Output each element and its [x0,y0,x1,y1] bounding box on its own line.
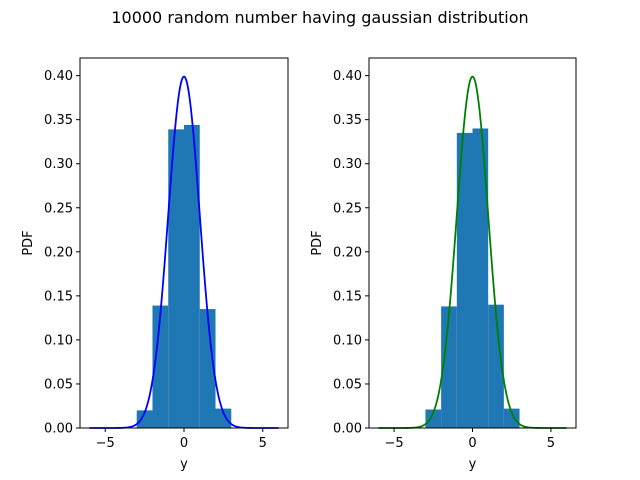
y-tick-label: 0.20 [44,245,73,260]
subplot-1: 0.00 0.05 0.10 0.15 0.20 0.25 0.30 0.35 0.40 −5 0 5… [21,57,289,472]
histogram-bar [152,305,169,428]
y-tick-label: 0.00 [44,422,73,437]
histogram-bar [136,410,153,428]
x-tick-label: 5 [259,436,267,451]
y-tick-label: 0.20 [333,245,362,260]
y-tick-label: 0.15 [44,289,73,304]
y-axis-label: PDF [21,230,36,255]
y-axis-label: PDF [310,230,325,255]
histogram-bar [199,309,216,428]
y-tick-label: 0.15 [333,289,362,304]
histogram-bar [215,408,232,428]
y-tick-label: 0.10 [44,333,73,348]
histogram-bar [168,129,184,428]
y-tick-label: 0.30 [44,157,73,172]
x-tick-label: 5 [547,436,555,451]
y-tick-label: 0.25 [44,201,73,216]
y-tick-label: 0.30 [333,157,362,172]
y-tick-label: 0.40 [44,69,73,84]
y-tick-label: 0.25 [333,201,362,216]
histogram-bar [488,304,504,428]
x-axis-label: y [180,457,188,472]
subplot-2: 0.00 0.05 0.10 0.15 0.20 0.25 0.30 0.35 0.40 −5 0 5… [310,57,577,472]
y-tick-label: 0.05 [44,377,73,392]
histogram-bar [503,408,520,428]
histogram-bar [441,306,457,428]
x-tick-label: −5 [96,436,115,451]
y-tick-label: 0.00 [333,422,362,437]
y-tick-label: 0.05 [333,377,362,392]
y-tick-label: 0.35 [44,113,73,128]
y-tick-label: 0.35 [333,113,362,128]
figure-title: 10000 random number having gaussian dist… [111,8,529,27]
histogram-bar [472,128,489,428]
histogram-bar [456,132,473,428]
y-tick-label: 0.10 [333,333,362,348]
x-axis-label: y [469,457,477,472]
x-tick-label: 0 [180,436,188,451]
y-tick-label: 0.40 [333,69,362,84]
histogram-bar [184,124,200,428]
x-tick-label: −5 [385,436,404,451]
x-tick-label: 0 [468,436,476,451]
histogram-bar [425,409,442,428]
